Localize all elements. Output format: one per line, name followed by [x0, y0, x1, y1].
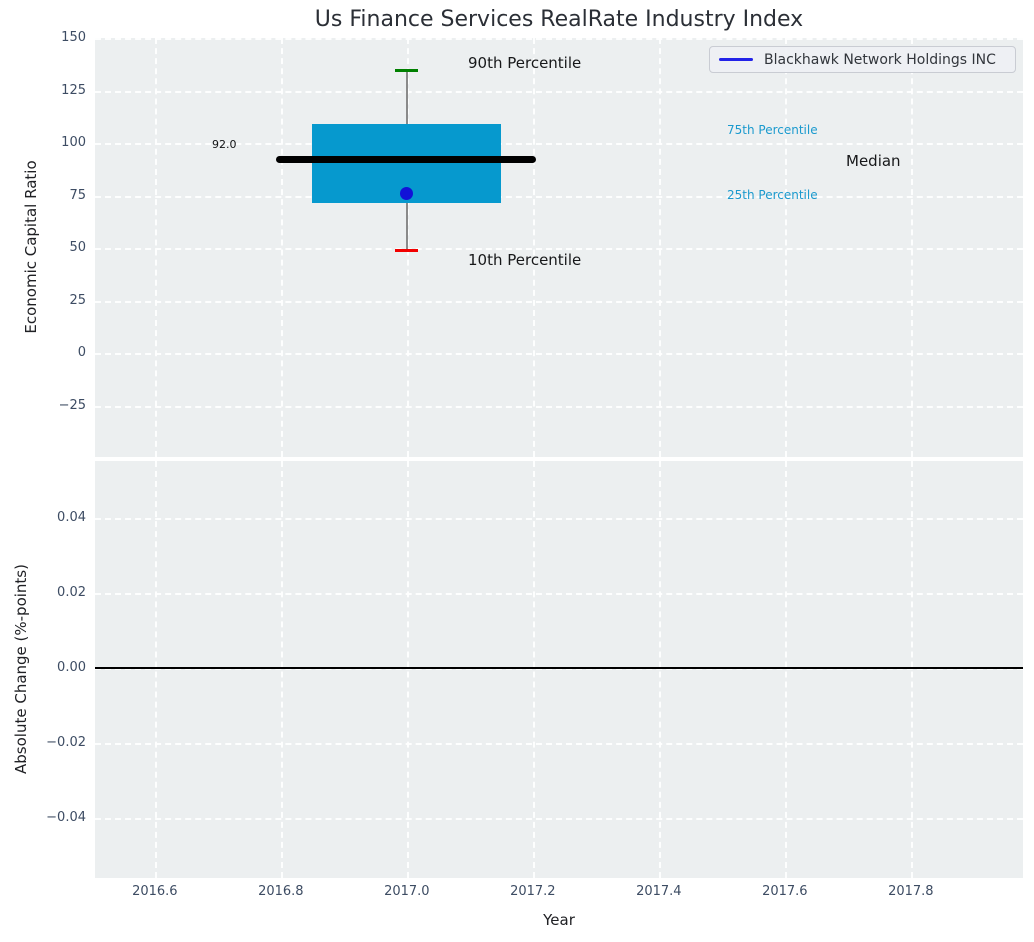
gridline — [910, 38, 913, 457]
top-y-axis-label: Economic Capital Ratio — [22, 160, 40, 334]
x-tick-label: 2017.2 — [510, 884, 556, 899]
gridline — [95, 818, 1023, 820]
gridline — [95, 593, 1023, 595]
y-tick-label: −25 — [58, 397, 86, 413]
p10-annotation: 10th Percentile — [468, 251, 582, 269]
y-tick-label: 0.02 — [57, 585, 86, 600]
gridline — [95, 405, 1023, 408]
chart-title: Us Finance Services RealRate Industry In… — [314, 7, 804, 32]
gridline — [95, 353, 1023, 356]
median-value-label: 92.0 — [212, 138, 237, 151]
y-tick-label: 125 — [61, 82, 86, 98]
y-tick-label: 100 — [61, 135, 86, 150]
gridline — [95, 300, 1023, 303]
y-tick-label: 150 — [61, 30, 86, 45]
x-axis-label: Year — [543, 911, 575, 929]
gridline — [95, 743, 1023, 745]
gridline — [95, 90, 1023, 93]
y-tick-label: 25 — [69, 292, 86, 308]
gridline — [95, 38, 1023, 40]
legend-label: Blackhawk Network Holdings INC — [764, 51, 996, 68]
gridline — [658, 38, 661, 457]
p10-cap — [395, 248, 419, 252]
gridline — [532, 38, 535, 457]
x-tick-label: 2017.0 — [384, 884, 430, 899]
y-tick-label: 0.04 — [57, 510, 86, 525]
gridline — [406, 38, 409, 457]
gridline — [95, 248, 1023, 251]
p75-annotation: 75th Percentile — [727, 123, 818, 137]
bottom-y-axis-label: Absolute Change (%-points) — [12, 564, 30, 774]
legend: Blackhawk Network Holdings INC — [709, 46, 1016, 73]
zero-line — [95, 667, 1023, 669]
y-tick-label: −0.04 — [46, 810, 86, 825]
p25-annotation: 25th Percentile — [727, 188, 818, 202]
company-marker — [400, 186, 414, 200]
median-line — [276, 156, 536, 164]
gridline — [784, 38, 787, 457]
gridline — [154, 38, 157, 457]
median-annotation: Median — [846, 152, 901, 170]
y-tick-label: −0.02 — [46, 735, 86, 750]
gridline — [280, 38, 283, 457]
x-tick-label: 2016.6 — [132, 884, 178, 899]
x-tick-label: 2017.8 — [888, 884, 934, 899]
x-tick-label: 2017.6 — [762, 884, 808, 899]
p90-annotation: 90th Percentile — [468, 54, 582, 72]
gridline — [95, 518, 1023, 520]
y-tick-label: 0 — [77, 345, 86, 361]
p90-cap — [395, 69, 419, 73]
y-tick-label: 75 — [69, 187, 86, 203]
bottom-plot-area — [95, 461, 1023, 878]
y-tick-label: 50 — [69, 240, 86, 256]
legend-line-swatch — [719, 58, 753, 61]
x-tick-label: 2017.4 — [636, 884, 682, 899]
gridline — [95, 668, 1023, 670]
x-tick-label: 2016.8 — [258, 884, 304, 899]
gridline — [95, 143, 1023, 145]
y-tick-label: 0.00 — [57, 660, 86, 675]
top-plot-area: 90th Percentile 75th Percentile Median 2… — [95, 38, 1023, 457]
gridline — [95, 195, 1023, 198]
